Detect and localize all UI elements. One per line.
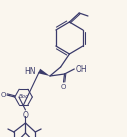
Text: OH: OH	[75, 65, 87, 73]
Polygon shape	[38, 69, 50, 76]
Text: HN: HN	[24, 66, 35, 75]
Text: O: O	[23, 111, 28, 120]
Text: O: O	[1, 92, 6, 98]
Text: O: O	[61, 84, 66, 90]
Text: Boc: Boc	[19, 95, 29, 99]
